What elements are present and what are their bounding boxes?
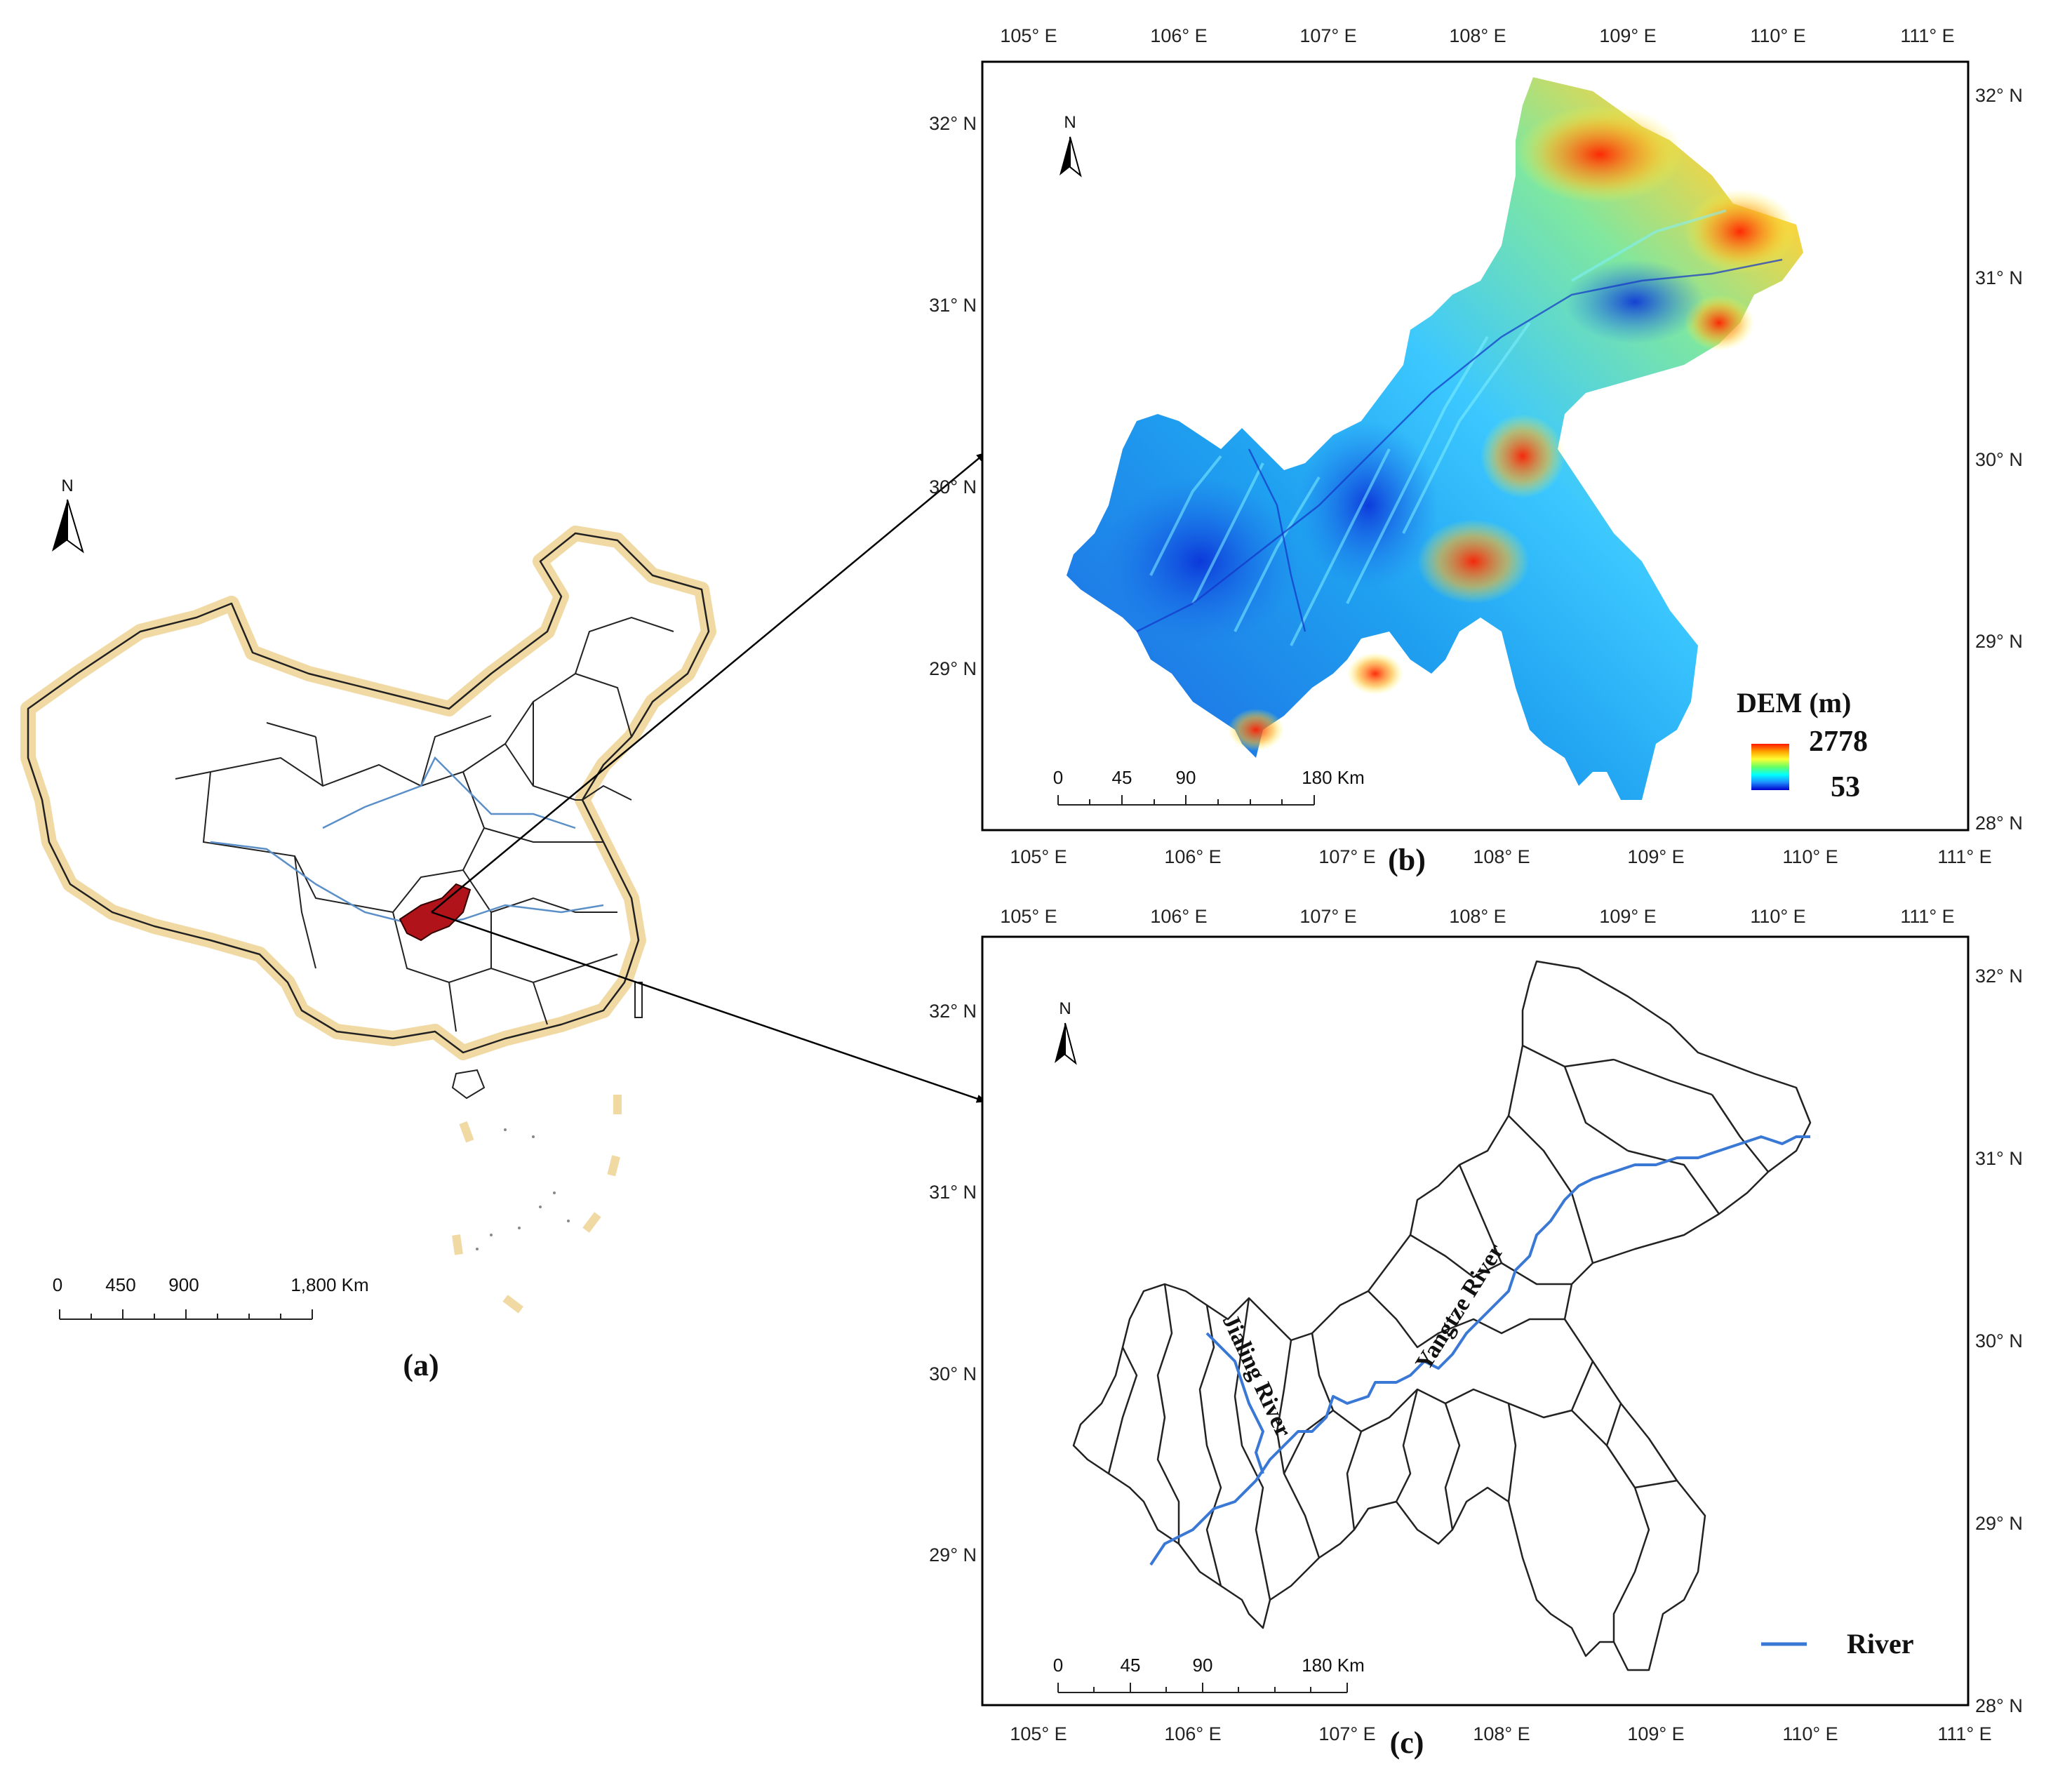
scale-b-tick-1: 45 — [1112, 767, 1132, 788]
scale-a-tick-2: 900 — [168, 1274, 199, 1295]
lat-b-left-1: 31° N — [929, 295, 977, 316]
panel-b: 105° E 106° E 107° E 108° E 109° E 110° … — [929, 25, 2023, 877]
legend-min: 53 — [1831, 771, 1860, 803]
lon-c-top-6: 111° E — [1900, 906, 1954, 927]
legend-ramp — [1751, 744, 1789, 790]
lon-b-top-0: 105° E — [1000, 25, 1057, 46]
north-label: N — [1064, 113, 1076, 132]
lat-b-right-2: 30° N — [1975, 449, 2023, 470]
lon-b-bot-2: 107° E — [1318, 846, 1375, 867]
lon-c-bot-6: 111° E — [1937, 1723, 1991, 1744]
lat-c-left-1: 31° N — [929, 1182, 977, 1203]
lat-c-left-2: 30° N — [929, 1363, 977, 1384]
lat-b-right-0: 32° N — [1975, 85, 2023, 106]
panel-c: 105° E 106° E 107° E 108° E 109° E 110° … — [929, 906, 2023, 1760]
lat-c-right-4: 28° N — [1975, 1695, 2023, 1716]
connector-arrows — [431, 452, 987, 1103]
legend-title: DEM (m) — [1737, 687, 1851, 719]
lon-b-bot-3: 108° E — [1473, 846, 1530, 867]
scale-a-tick-1: 450 — [105, 1274, 135, 1295]
lon-c-top-5: 110° E — [1750, 906, 1805, 927]
panel-label-a: (a) — [403, 1348, 439, 1382]
lon-labels-c-top: 105° E 106° E 107° E 108° E 109° E 110° … — [1000, 906, 1954, 927]
lat-labels-c-left: 32° N 31° N 30° N 29° N — [929, 1001, 977, 1565]
lat-b-left-3: 29° N — [929, 658, 977, 679]
scale-c-tick-0: 0 — [1053, 1655, 1063, 1676]
lon-c-top-0: 105° E — [1000, 906, 1057, 927]
lat-b-right-4: 28° N — [1975, 813, 2023, 834]
north-label: N — [61, 476, 73, 495]
scale-b-tick-3: 180 Km — [1302, 767, 1365, 788]
lat-b-right-1: 31° N — [1975, 267, 2023, 288]
lon-b-top-3: 108° E — [1449, 25, 1506, 46]
lon-b-top-4: 109° E — [1599, 25, 1656, 46]
lat-c-right-3: 29° N — [1975, 1513, 2023, 1534]
yangtze-river — [1149, 1135, 1810, 1566]
panel-a: N — [20, 476, 716, 1382]
lat-labels-b-right: 32° N 31° N 30° N 29° N 28° N — [1975, 85, 2023, 834]
lon-c-top-3: 108° E — [1449, 906, 1506, 927]
lat-c-left-3: 29° N — [929, 1544, 977, 1565]
river-legend: River — [1761, 1628, 1914, 1660]
scale-b-tick-2: 90 — [1176, 767, 1196, 788]
lat-c-right-0: 32° N — [1975, 966, 2023, 987]
lon-b-top-5: 110° E — [1750, 25, 1805, 46]
scale-a-tick-0: 0 — [53, 1274, 62, 1295]
lat-b-left-2: 30° N — [929, 476, 977, 498]
lon-b-bot-6: 111° E — [1937, 846, 1991, 867]
river-legend-label: River — [1847, 1628, 1914, 1660]
north-label: N — [1059, 999, 1071, 1018]
lon-b-bot-5: 110° E — [1782, 846, 1838, 867]
lon-b-top-2: 107° E — [1299, 25, 1356, 46]
scale-bar-a: 0 450 900 1,800 Km — [53, 1274, 369, 1320]
scale-bar-c: 0 45 90 180 Km — [1053, 1655, 1365, 1693]
lat-labels-b-left: 32° N 31° N 30° N 29° N — [929, 113, 977, 679]
north-arrow-a: N — [52, 476, 84, 554]
lon-b-bot-4: 109° E — [1627, 846, 1684, 867]
lat-c-left-0: 32° N — [929, 1001, 977, 1022]
scale-c-tick-3: 180 Km — [1302, 1655, 1365, 1676]
scale-b-tick-0: 0 — [1053, 767, 1063, 788]
chongqing-districts — [1072, 960, 1812, 1671]
scale-c-tick-2: 90 — [1193, 1655, 1213, 1676]
lon-c-bot-2: 107° E — [1318, 1723, 1375, 1744]
river-lines — [1149, 1135, 1810, 1566]
lon-b-bot-0: 105° E — [1010, 846, 1067, 867]
panel-label-c: (c) — [1390, 1725, 1424, 1760]
lat-c-right-1: 31° N — [1975, 1148, 2023, 1169]
lon-labels-b-top: 105° E 106° E 107° E 108° E 109° E 110° … — [1000, 25, 1954, 46]
panel-label-b: (b) — [1388, 843, 1426, 877]
lon-c-top-1: 106° E — [1150, 906, 1207, 927]
scale-c-tick-1: 45 — [1121, 1655, 1141, 1676]
chongqing-highlight — [399, 883, 472, 942]
lon-b-top-6: 111° E — [1900, 25, 1954, 46]
north-arrow-b: N — [1060, 113, 1082, 178]
dem-legend: DEM (m) 2778 53 — [1737, 687, 1868, 803]
lon-c-bot-3: 108° E — [1473, 1723, 1530, 1744]
lon-c-bot-4: 109° E — [1627, 1723, 1684, 1744]
lat-b-right-3: 29° N — [1975, 631, 2023, 652]
legend-max: 2778 — [1809, 726, 1868, 758]
scale-a-tick-3: 1,800 Km — [290, 1274, 368, 1295]
lon-c-bot-5: 110° E — [1782, 1723, 1838, 1744]
lon-c-top-2: 107° E — [1299, 906, 1356, 927]
lon-c-top-4: 109° E — [1599, 906, 1656, 927]
north-arrow-c: N — [1055, 999, 1077, 1065]
lat-c-right-2: 30° N — [1975, 1330, 2023, 1351]
lon-labels-c-bottom: 105° E 106° E 107° E 108° E 109° E 110° … — [1010, 1723, 1991, 1744]
scale-bar-b: 0 45 90 180 Km — [1053, 767, 1365, 806]
lon-c-bot-0: 105° E — [1010, 1723, 1067, 1744]
dem-region — [1067, 77, 1803, 800]
lat-b-left-0: 32° N — [929, 113, 977, 134]
lon-labels-b-bottom: 105° E 106° E 107° E 108° E 109° E 110° … — [1010, 846, 1991, 867]
lat-labels-c-right: 32° N 31° N 30° N 29° N 28° N — [1975, 966, 2023, 1716]
lon-c-bot-1: 106° E — [1164, 1723, 1221, 1744]
china-outline — [20, 526, 716, 1323]
lon-b-top-1: 106° E — [1150, 25, 1207, 46]
lon-b-bot-1: 106° E — [1164, 846, 1221, 867]
jialing-river — [1205, 1332, 1264, 1474]
